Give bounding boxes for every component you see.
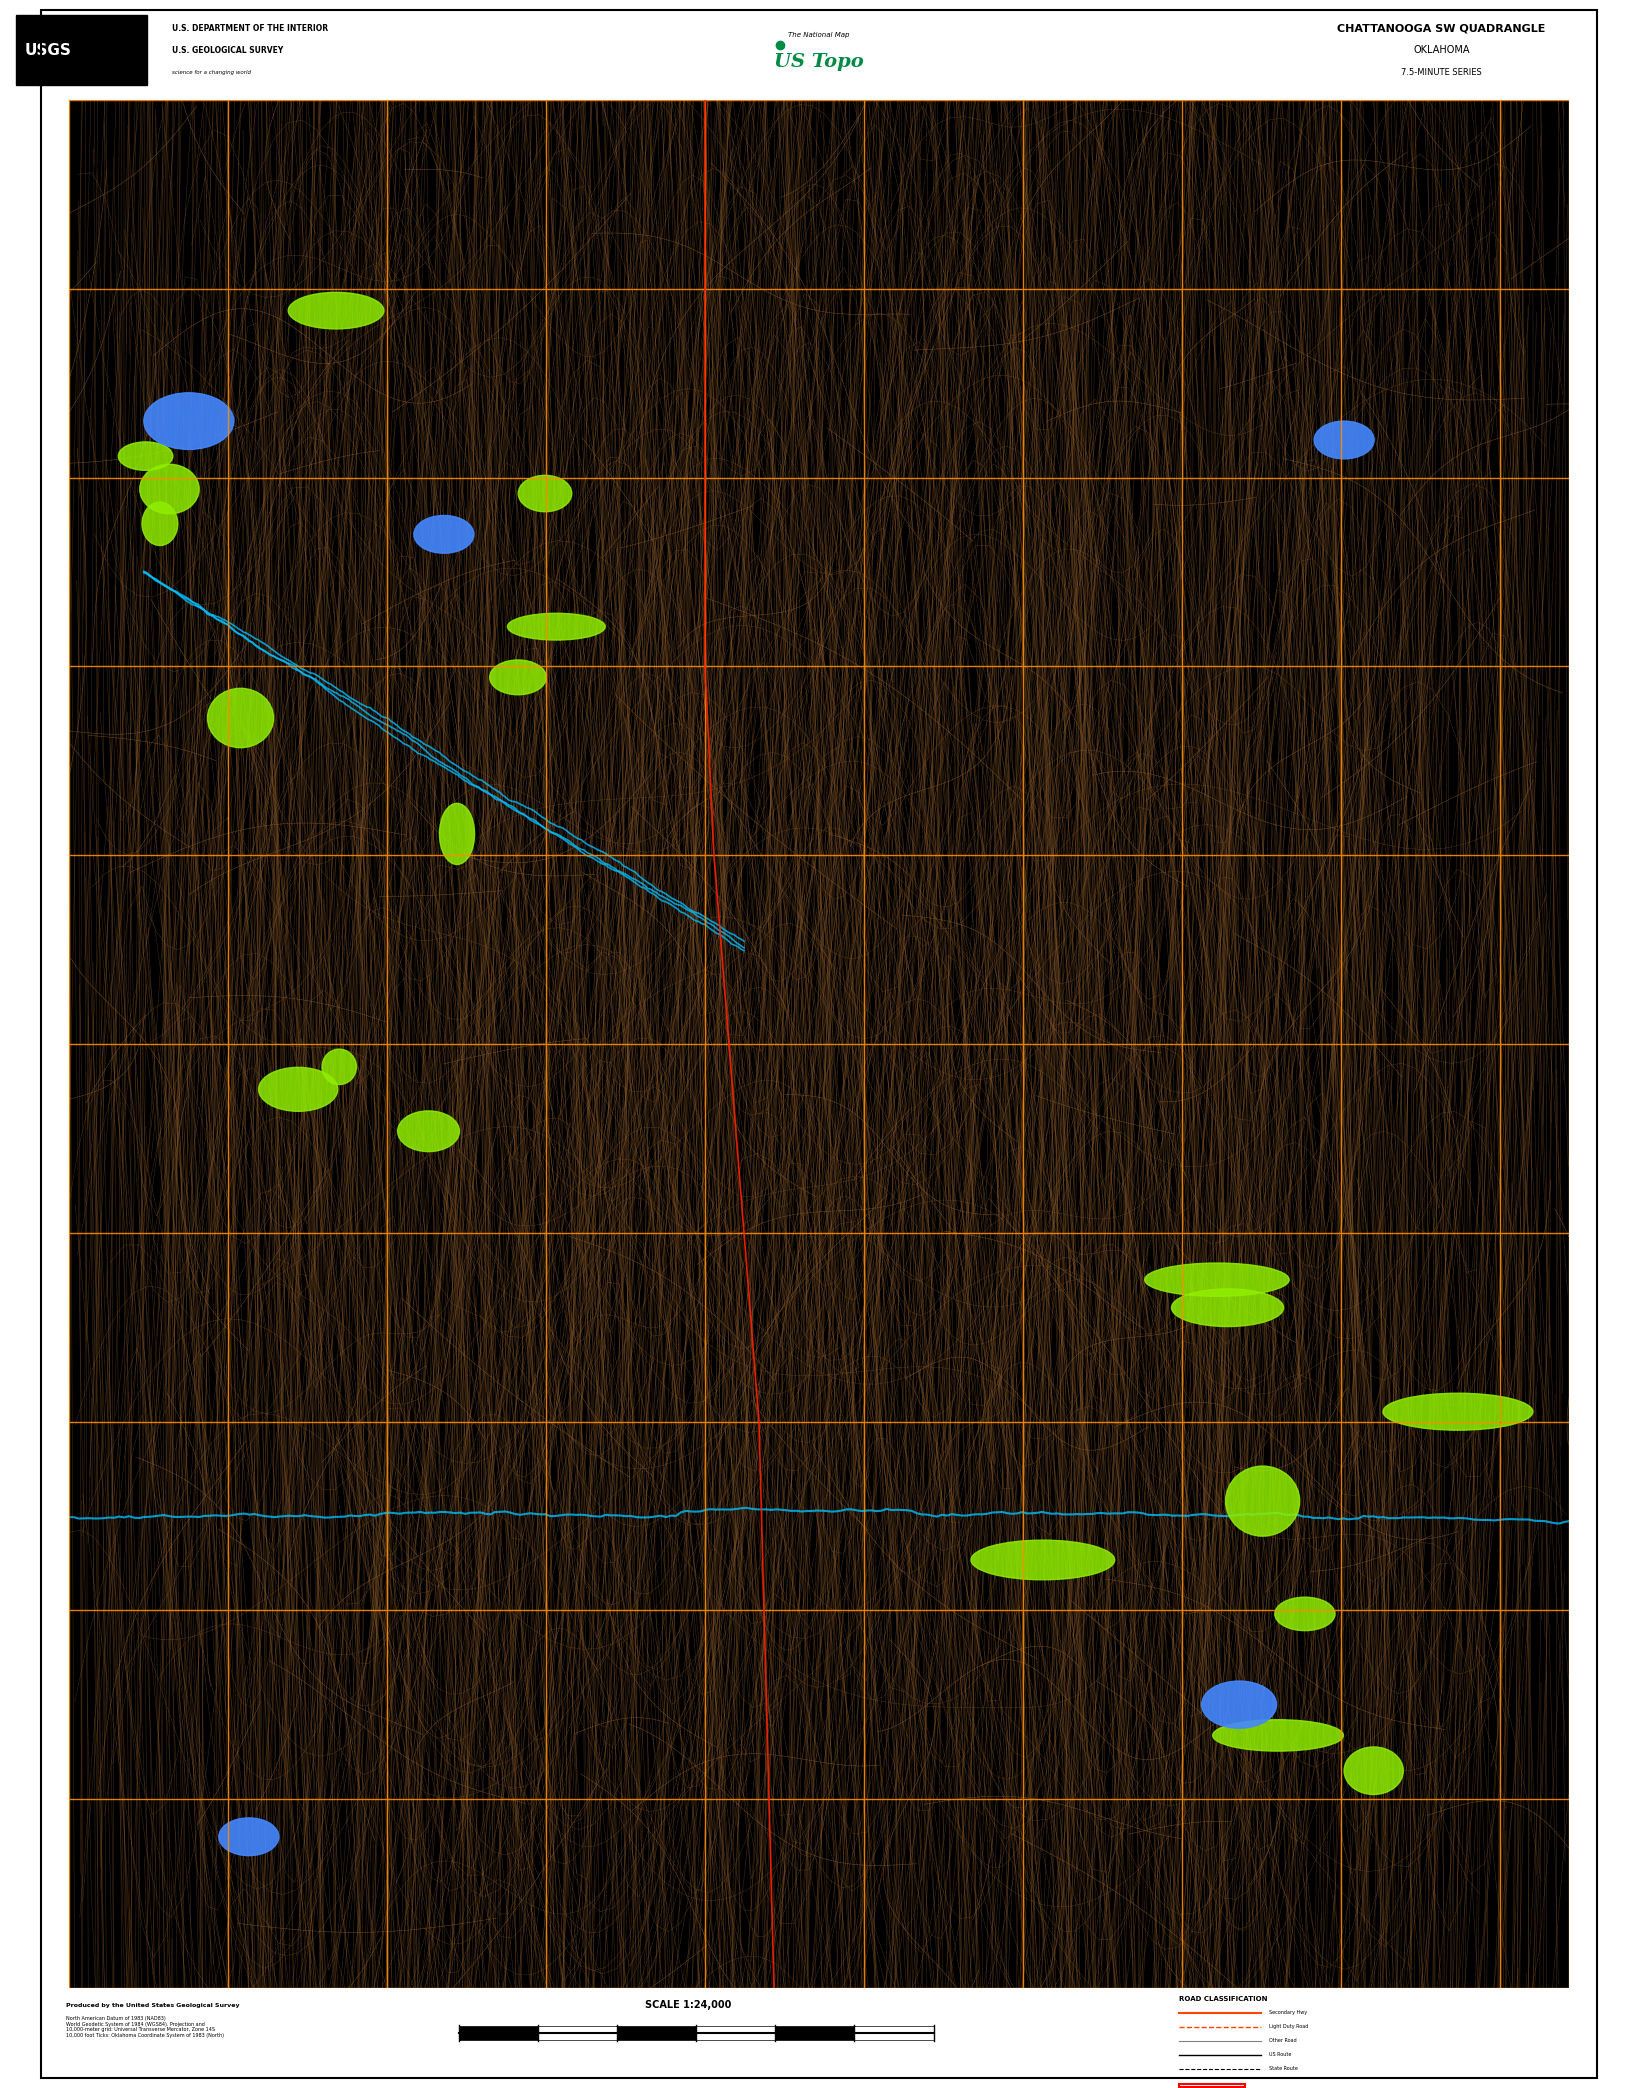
Ellipse shape xyxy=(1171,1288,1284,1326)
Ellipse shape xyxy=(259,1067,337,1111)
Text: U.S. GEOLOGICAL SURVEY: U.S. GEOLOGICAL SURVEY xyxy=(172,46,283,54)
Ellipse shape xyxy=(118,443,174,470)
Bar xyxy=(775,2025,855,2040)
Text: Produced by the United States Geological Survey: Produced by the United States Geological… xyxy=(66,2002,239,2009)
Bar xyxy=(855,2025,934,2040)
Text: US Topo: US Topo xyxy=(775,52,863,71)
Ellipse shape xyxy=(1212,1721,1343,1752)
Ellipse shape xyxy=(508,614,606,641)
Text: OKLAHOMA: OKLAHOMA xyxy=(1414,46,1469,54)
Text: Light Duty Road: Light Duty Road xyxy=(1269,2025,1309,2030)
Bar xyxy=(537,2025,618,2040)
Ellipse shape xyxy=(143,503,179,545)
Text: State Route: State Route xyxy=(1269,2067,1299,2071)
Text: Other Road: Other Road xyxy=(1269,2038,1297,2044)
Ellipse shape xyxy=(288,292,383,330)
Ellipse shape xyxy=(518,476,572,512)
Ellipse shape xyxy=(1225,1466,1299,1537)
Ellipse shape xyxy=(144,393,234,449)
Ellipse shape xyxy=(1382,1393,1533,1430)
Ellipse shape xyxy=(1345,1748,1404,1794)
FancyBboxPatch shape xyxy=(16,15,147,86)
Ellipse shape xyxy=(414,516,473,553)
Text: 7.5-MINUTE SERIES: 7.5-MINUTE SERIES xyxy=(1400,67,1482,77)
Text: ROAD CLASSIFICATION: ROAD CLASSIFICATION xyxy=(1179,1996,1268,2002)
Bar xyxy=(696,2025,775,2040)
Text: science for a changing world: science for a changing world xyxy=(172,69,251,75)
Text: USGS: USGS xyxy=(25,42,72,58)
Bar xyxy=(459,2025,537,2040)
Bar xyxy=(1179,2084,1245,2088)
Ellipse shape xyxy=(323,1048,357,1084)
Text: North American Datum of 1983 (NAD83)
World Geodetic System of 1984 (WGS84). Proj: North American Datum of 1983 (NAD83) Wor… xyxy=(66,2015,223,2038)
Ellipse shape xyxy=(139,464,200,514)
Text: The National Map: The National Map xyxy=(788,31,850,38)
Ellipse shape xyxy=(1274,1597,1335,1631)
Ellipse shape xyxy=(1145,1263,1289,1297)
Ellipse shape xyxy=(971,1541,1115,1581)
Ellipse shape xyxy=(398,1111,459,1153)
Ellipse shape xyxy=(219,1819,278,1856)
Ellipse shape xyxy=(1202,1681,1276,1729)
Text: SCALE 1:24,000: SCALE 1:24,000 xyxy=(645,2000,731,2011)
Ellipse shape xyxy=(490,660,547,695)
Ellipse shape xyxy=(1314,422,1374,459)
Ellipse shape xyxy=(208,689,274,748)
Bar xyxy=(618,2025,696,2040)
Text: U.S. DEPARTMENT OF THE INTERIOR: U.S. DEPARTMENT OF THE INTERIOR xyxy=(172,23,328,33)
Text: US Route: US Route xyxy=(1269,2053,1292,2057)
Text: Secondary Hwy: Secondary Hwy xyxy=(1269,2011,1307,2015)
Ellipse shape xyxy=(439,804,475,864)
Text: CHATTANOOGA SW QUADRANGLE: CHATTANOOGA SW QUADRANGLE xyxy=(1337,23,1546,33)
